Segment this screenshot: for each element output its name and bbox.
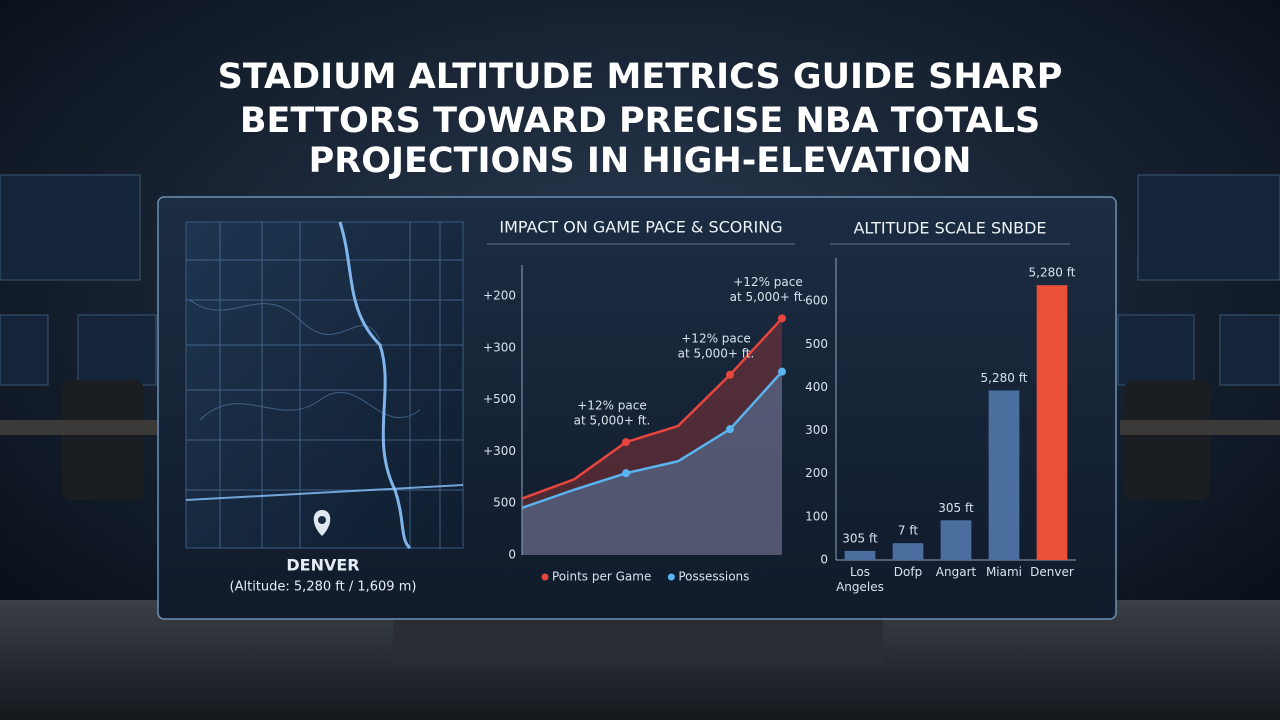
y-tick-label: +300 xyxy=(483,444,516,458)
map xyxy=(185,221,464,550)
series-marker xyxy=(778,314,786,323)
x-tick-label: Angart xyxy=(936,565,977,579)
chart-title: ALTITUDE SCALE SNBDE xyxy=(853,219,1046,238)
x-tick-label-line: Angart xyxy=(936,565,977,579)
annotation: +12% pace xyxy=(577,399,647,413)
x-tick-label-line: Angeles xyxy=(836,580,884,594)
x-tick-label-line: Dofp xyxy=(894,565,922,579)
headline: BETTORS TOWARD PRECISE NBA TOTALS xyxy=(240,101,1040,141)
bar xyxy=(892,543,924,560)
series-area xyxy=(522,318,782,555)
bar-annotation: 305 ft xyxy=(938,501,974,515)
headline: PROJECTIONS IN HIGH-ELEVATION xyxy=(309,141,972,181)
series-marker xyxy=(778,367,786,376)
x-tick-label: Dofp xyxy=(894,565,922,579)
annotation: +12% pace xyxy=(681,331,751,345)
chairs xyxy=(0,380,1280,500)
y-tick-label: 300 xyxy=(805,423,828,437)
x-tick-label-line: Denver xyxy=(1030,565,1074,579)
series-marker xyxy=(726,370,734,379)
y-tick-label: 0 xyxy=(508,548,516,562)
annotation: at 5,000+ ft. xyxy=(678,346,755,360)
y-tick-label: 500 xyxy=(805,337,828,351)
legend-label: Points per Game xyxy=(552,570,651,584)
y-tick-label: 100 xyxy=(805,509,828,523)
legend-label: Possessions xyxy=(678,570,749,584)
y-tick-label: 0 xyxy=(820,553,828,567)
bar xyxy=(940,520,972,560)
x-tick-label: Denver xyxy=(1030,565,1074,579)
series-marker xyxy=(622,438,630,447)
bar-annotation: 7 ft xyxy=(898,524,918,538)
map-label: DENVER xyxy=(286,556,359,575)
series-line xyxy=(521,370,783,510)
x-tick-label-line: Los xyxy=(850,565,870,579)
bar-annotation: 305 ft xyxy=(842,531,878,545)
x-tick-label-line: Miami xyxy=(986,565,1022,579)
bar-annotation: 5,280 ft xyxy=(981,371,1028,385)
y-tick-label: 400 xyxy=(805,380,828,394)
y-tick-label: +500 xyxy=(483,392,516,406)
headline: STADIUM ALTITUDE METRICS GUIDE SHARP xyxy=(218,57,1063,97)
bar xyxy=(1036,285,1068,560)
x-tick-label: Miami xyxy=(986,565,1022,579)
y-tick-label: 600 xyxy=(805,294,828,308)
series-area xyxy=(522,371,782,555)
annotation: +12% pace xyxy=(733,275,803,289)
series-marker xyxy=(622,469,630,478)
y-tick-label: +300 xyxy=(483,340,516,354)
bar-annotation: 5,280 ft xyxy=(1029,266,1076,280)
y-tick-label: 500 xyxy=(493,496,516,510)
annotation: at 5,000+ ft. xyxy=(574,414,651,428)
annotation: at 5,000+ ft. xyxy=(730,290,807,304)
y-tick-label: 200 xyxy=(805,466,828,480)
y-tick-label: +200 xyxy=(483,289,516,303)
chart-title: IMPACT ON GAME PACE & SCORING xyxy=(499,218,782,237)
legend-marker xyxy=(541,573,549,581)
map-caption: (Altitude: 5,280 ft / 1,609 m) xyxy=(230,580,417,595)
legend-marker xyxy=(667,573,675,581)
bar xyxy=(988,390,1020,560)
series-line xyxy=(521,317,783,500)
side-monitors xyxy=(0,174,1280,386)
bar xyxy=(844,550,876,560)
panel-stand xyxy=(393,619,883,664)
x-tick-label: Los Angeles xyxy=(836,565,884,594)
series-marker xyxy=(726,425,734,434)
